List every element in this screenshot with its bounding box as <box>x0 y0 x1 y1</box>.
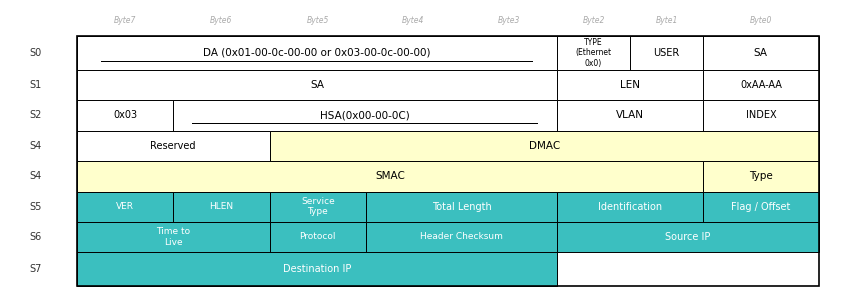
Bar <box>77 36 557 69</box>
Text: VER: VER <box>116 202 134 211</box>
Text: Destination IP: Destination IP <box>283 264 352 274</box>
Text: VLAN: VLAN <box>616 110 644 120</box>
Bar <box>77 36 818 286</box>
Bar <box>77 161 703 192</box>
Text: Byte0: Byte0 <box>749 16 772 25</box>
Bar <box>270 222 366 252</box>
Bar <box>77 131 270 161</box>
Text: Header Checksum: Header Checksum <box>420 233 503 241</box>
Bar <box>77 192 173 222</box>
Bar <box>173 100 557 131</box>
Text: Type: Type <box>749 171 773 181</box>
Text: S6: S6 <box>29 232 41 242</box>
Bar <box>630 36 703 69</box>
Bar <box>366 192 557 222</box>
Text: Reserved: Reserved <box>151 141 196 151</box>
Text: SMAC: SMAC <box>375 171 405 181</box>
Text: DMAC: DMAC <box>528 141 560 151</box>
Text: Flag / Offset: Flag / Offset <box>731 202 791 212</box>
Bar <box>703 36 818 69</box>
Text: Identification: Identification <box>598 202 662 212</box>
Bar <box>703 69 818 100</box>
Text: Byte1: Byte1 <box>655 16 678 25</box>
Bar <box>270 131 818 161</box>
Text: Service
Type: Service Type <box>301 197 335 216</box>
Text: S1: S1 <box>29 80 41 90</box>
Text: S2: S2 <box>29 110 41 120</box>
Bar <box>703 161 818 192</box>
Text: S7: S7 <box>29 264 41 274</box>
Bar <box>557 100 703 131</box>
Bar <box>557 192 703 222</box>
Text: DA (0x01-00-0c-00-00 or 0x03-00-0c-00-00): DA (0x01-00-0c-00-00 or 0x03-00-0c-00-00… <box>204 48 431 58</box>
Text: Byte2: Byte2 <box>583 16 605 25</box>
Text: Total Length: Total Length <box>431 202 491 212</box>
Text: Byte5: Byte5 <box>307 16 329 25</box>
Text: Byte4: Byte4 <box>402 16 425 25</box>
Bar <box>557 69 703 100</box>
Bar <box>77 252 557 286</box>
Text: Protocol: Protocol <box>299 233 336 241</box>
Bar <box>77 100 173 131</box>
Bar <box>77 222 270 252</box>
Bar <box>557 36 630 69</box>
Bar <box>77 69 557 100</box>
Bar <box>703 192 818 222</box>
Bar <box>173 192 270 222</box>
Text: Time to
Live: Time to Live <box>156 227 190 247</box>
Text: SA: SA <box>310 80 324 90</box>
Text: S4: S4 <box>29 171 41 181</box>
Bar <box>270 192 366 222</box>
Text: Byte6: Byte6 <box>210 16 233 25</box>
Text: HSA(0x00-00-0C): HSA(0x00-00-0C) <box>320 110 410 120</box>
Text: S5: S5 <box>29 202 41 212</box>
Bar <box>366 222 557 252</box>
Bar <box>193 123 538 124</box>
Text: TYPE
(Ethernet
0x0): TYPE (Ethernet 0x0) <box>575 38 611 68</box>
Text: USER: USER <box>653 48 680 58</box>
Text: HLEN: HLEN <box>209 202 234 211</box>
Text: 0xAA-AA: 0xAA-AA <box>740 80 782 90</box>
Text: Byte7: Byte7 <box>114 16 136 25</box>
Text: Source IP: Source IP <box>665 232 711 242</box>
Text: LEN: LEN <box>620 80 640 90</box>
Text: S4: S4 <box>29 141 41 151</box>
Text: INDEX: INDEX <box>745 110 776 120</box>
Text: S0: S0 <box>29 48 41 58</box>
Text: SA: SA <box>754 48 768 58</box>
Bar <box>703 100 818 131</box>
Text: 0x03: 0x03 <box>113 110 137 120</box>
Text: Byte3: Byte3 <box>498 16 520 25</box>
Bar <box>557 222 818 252</box>
